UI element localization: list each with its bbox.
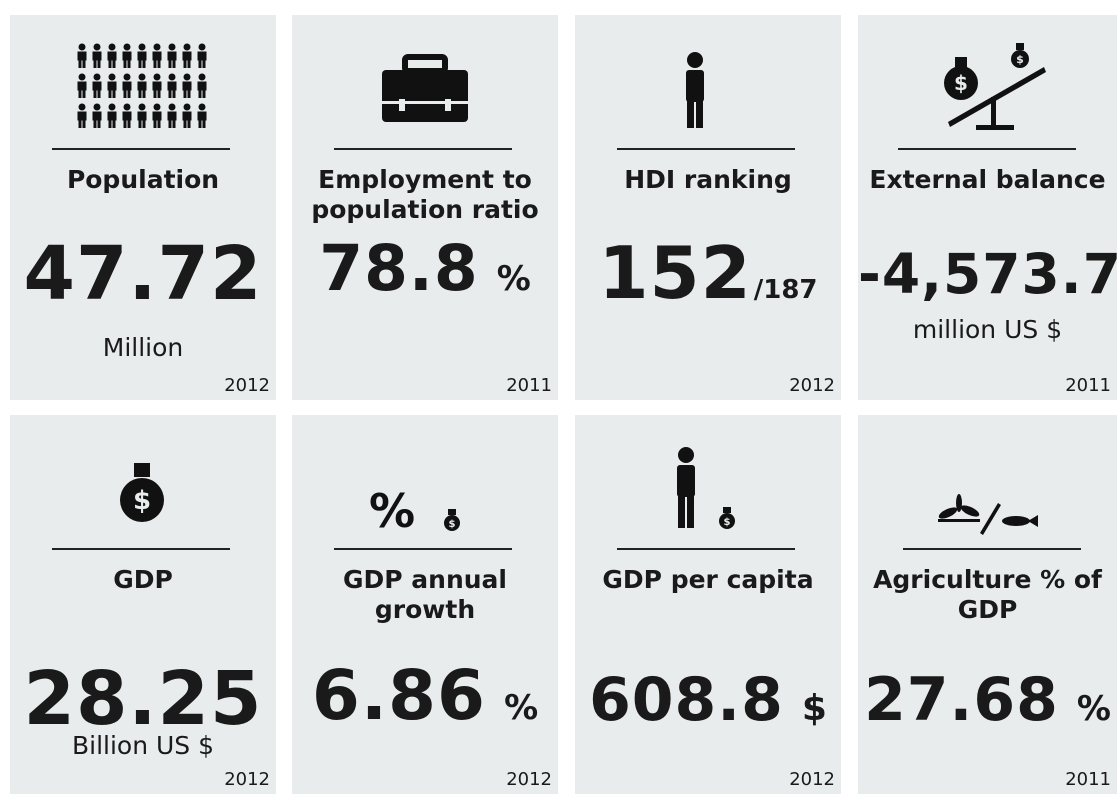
person-figure — [77, 43, 87, 68]
person-figure — [197, 103, 207, 128]
icon-person — [686, 52, 704, 128]
card-label: External balance — [869, 165, 1106, 194]
person-figure — [137, 43, 147, 68]
card-year: 2012 — [789, 375, 835, 396]
card-unit: $ — [801, 688, 827, 729]
card-label: HDI ranking — [624, 165, 792, 194]
card: Agriculture % of GDP 27.68% 2011 — [858, 415, 1117, 794]
card-unit: % — [496, 259, 531, 299]
person-figure — [77, 103, 87, 128]
icon-percent-bag: % $ — [369, 484, 460, 538]
card-year: 2011 — [506, 375, 552, 396]
card: % $ GDP annual growth 6.86% 2012 — [292, 415, 558, 794]
card-unit: /187 — [753, 275, 818, 305]
card-unit: Million — [102, 333, 184, 362]
card: $ GDP per capita 608.8 $ 2012 — [575, 415, 841, 794]
person-figure — [182, 73, 192, 98]
person-figure — [77, 73, 87, 98]
icon-person-bag: $ — [677, 447, 735, 529]
value-number: 27.68 — [864, 665, 1059, 735]
card-year: 2012 — [224, 375, 270, 396]
card-value: 608.8 $ — [575, 670, 841, 730]
card-unit: % — [1076, 689, 1111, 729]
card: $ $ External balance -4,573.7 million US… — [858, 15, 1117, 400]
card-value: 6.86% — [292, 662, 558, 731]
card-value: 27.68% — [858, 670, 1117, 730]
person-figure — [107, 43, 117, 68]
person-figure — [152, 103, 162, 128]
person-figure — [197, 43, 207, 68]
person-figure — [107, 73, 117, 98]
icon-population — [77, 43, 207, 128]
svg-text:%: % — [369, 484, 415, 538]
divider — [903, 548, 1081, 550]
card-value: 47.72 — [23, 231, 263, 317]
divider — [334, 148, 512, 150]
person-figure — [107, 103, 117, 128]
card-unit: % — [504, 688, 539, 728]
person-figure — [92, 103, 102, 128]
person-figure — [197, 73, 207, 98]
card-year: 2012 — [224, 769, 270, 790]
person-figure — [137, 103, 147, 128]
card-value: 152/187 — [575, 237, 841, 309]
icon-balance: $ $ — [944, 43, 1046, 130]
card-year: 2012 — [789, 769, 835, 790]
card-label: Agriculture % of GDP — [873, 565, 1102, 624]
card-unit: Billion US $ — [71, 731, 215, 760]
value-number: 78.8 — [319, 232, 479, 305]
person-figure — [122, 43, 132, 68]
card-label: GDP annual growth — [342, 565, 507, 624]
card-value: -4,573.7 — [858, 242, 1117, 306]
card-unit: million US $ — [912, 315, 1063, 344]
card: HDI ranking 152/187 2012 — [575, 15, 841, 400]
person-figure — [122, 103, 132, 128]
person-figure — [182, 43, 192, 68]
value-number: 608.8 — [589, 665, 784, 735]
svg-text:$: $ — [449, 519, 456, 530]
card-year: 2012 — [506, 769, 552, 790]
svg-text:$: $ — [954, 71, 968, 95]
divider — [617, 548, 795, 550]
card-label: GDP — [113, 565, 173, 594]
icon-agriculture — [938, 494, 1038, 535]
person-figure — [92, 73, 102, 98]
card-label: Population — [66, 165, 220, 194]
person-figure — [167, 73, 177, 98]
card-year: 2011 — [1065, 375, 1111, 396]
person-figure — [182, 103, 192, 128]
divider — [898, 148, 1076, 150]
person-figure — [122, 73, 132, 98]
person-figure — [152, 73, 162, 98]
value-number: 152 — [598, 231, 752, 315]
card: Employment to population ratio 78.8% 201… — [292, 15, 558, 400]
card-value: 78.8% — [292, 237, 558, 300]
card-label: Employment to population ratio — [311, 165, 539, 224]
person-figure — [167, 43, 177, 68]
divider — [334, 548, 512, 550]
person-figure — [152, 43, 162, 68]
svg-text:$: $ — [1016, 53, 1024, 66]
divider — [52, 548, 230, 550]
card-label: GDP per capita — [602, 565, 814, 594]
divider — [52, 148, 230, 150]
svg-text:$: $ — [724, 517, 731, 528]
icon-briefcase — [382, 54, 468, 122]
person-figure — [167, 103, 177, 128]
divider — [617, 148, 795, 150]
card-value: 28.25 — [23, 656, 263, 742]
icon-money-bag: $ — [120, 463, 164, 522]
card-year: 2011 — [1065, 769, 1111, 790]
person-figure — [137, 73, 147, 98]
card: $ GDP 28.25 Billion US $ 2012 — [10, 415, 276, 794]
value-number: 6.86 — [311, 656, 487, 736]
card: Population 47.72 Million 2012 — [10, 15, 276, 400]
person-figure — [92, 43, 102, 68]
svg-text:$: $ — [133, 486, 151, 516]
